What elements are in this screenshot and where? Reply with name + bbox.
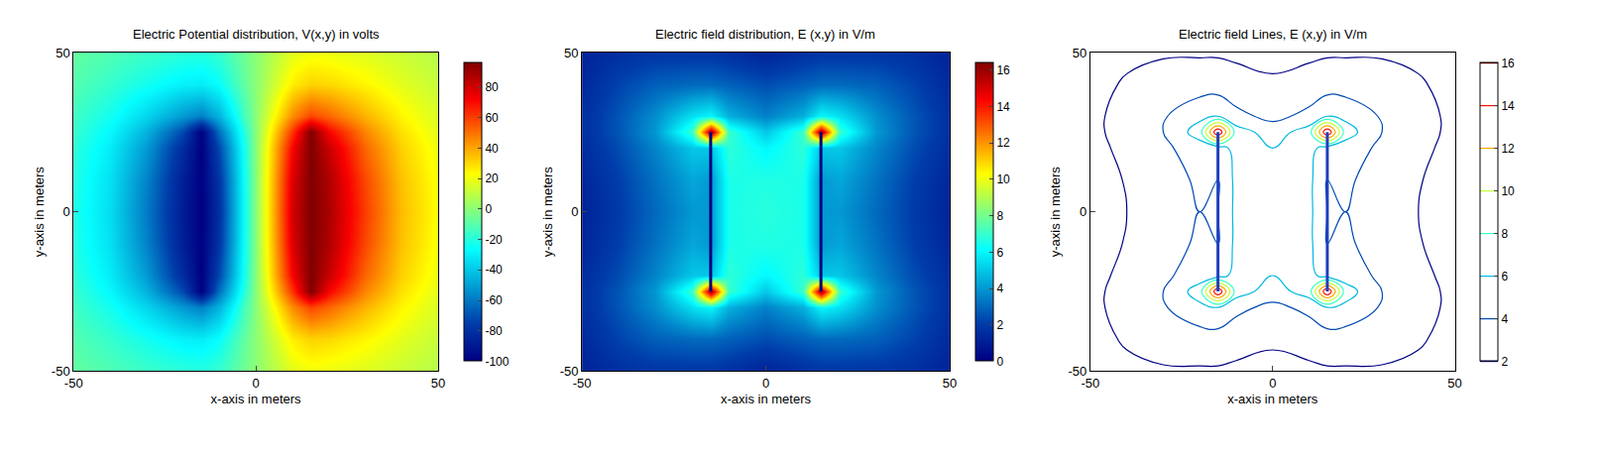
svg-text:12: 12 bbox=[996, 135, 1011, 150]
svg-text:Electric field Lines, E (x,y): Electric field Lines, E (x,y) in V/m bbox=[1178, 26, 1368, 42]
svg-text:50: 50 bbox=[1072, 45, 1087, 61]
svg-text:0: 0 bbox=[1079, 204, 1087, 220]
svg-text:-20: -20 bbox=[484, 232, 503, 247]
svg-text:Electric Potential distributio: Electric Potential distribution, V(x,y) … bbox=[132, 26, 380, 42]
svg-text:6: 6 bbox=[1500, 269, 1508, 284]
svg-text:20: 20 bbox=[484, 171, 499, 186]
svg-text:50: 50 bbox=[1447, 375, 1462, 391]
svg-text:60: 60 bbox=[484, 111, 499, 125]
svg-text:Electric field distribution, E: Electric field distribution, E (x,y) in … bbox=[655, 26, 876, 42]
svg-text:16: 16 bbox=[996, 63, 1011, 78]
svg-text:8: 8 bbox=[1500, 227, 1508, 241]
svg-text:14: 14 bbox=[996, 100, 1011, 115]
svg-text:y-axis in meters: y-axis in meters bbox=[540, 166, 556, 258]
svg-text:0: 0 bbox=[571, 204, 578, 220]
svg-text:-40: -40 bbox=[484, 262, 503, 277]
svg-text:0: 0 bbox=[1268, 375, 1276, 391]
svg-text:50: 50 bbox=[55, 45, 70, 61]
svg-text:-100: -100 bbox=[484, 354, 509, 369]
svg-text:-50: -50 bbox=[64, 375, 84, 391]
svg-text:-60: -60 bbox=[484, 293, 503, 308]
svg-text:2: 2 bbox=[996, 318, 1004, 333]
svg-text:-50: -50 bbox=[1081, 375, 1101, 391]
svg-text:x-axis in meters: x-axis in meters bbox=[720, 391, 812, 407]
svg-text:50: 50 bbox=[431, 375, 446, 391]
svg-text:4: 4 bbox=[996, 281, 1004, 296]
svg-text:-50: -50 bbox=[560, 363, 579, 379]
svg-text:0: 0 bbox=[62, 204, 70, 220]
svg-text:-50: -50 bbox=[1068, 363, 1088, 379]
svg-text:2: 2 bbox=[1500, 354, 1508, 369]
svg-text:y-axis in meters: y-axis in meters bbox=[31, 166, 47, 258]
svg-text:-80: -80 bbox=[484, 324, 503, 339]
svg-text:4: 4 bbox=[1500, 312, 1508, 327]
svg-text:80: 80 bbox=[484, 80, 499, 95]
svg-text:16: 16 bbox=[1500, 56, 1515, 71]
svg-text:x-axis in meters: x-axis in meters bbox=[1227, 391, 1319, 407]
svg-text:0: 0 bbox=[484, 202, 492, 217]
svg-text:12: 12 bbox=[1500, 141, 1515, 156]
svg-text:y-axis in meters: y-axis in meters bbox=[1047, 166, 1063, 258]
svg-text:40: 40 bbox=[484, 141, 499, 156]
svg-text:-50: -50 bbox=[51, 363, 71, 379]
svg-text:0: 0 bbox=[251, 375, 259, 391]
svg-text:6: 6 bbox=[996, 245, 1004, 260]
svg-text:14: 14 bbox=[1500, 99, 1515, 114]
svg-text:10: 10 bbox=[1500, 184, 1515, 199]
svg-text:10: 10 bbox=[996, 172, 1011, 187]
svg-text:50: 50 bbox=[942, 375, 957, 391]
svg-text:-50: -50 bbox=[572, 375, 592, 391]
svg-text:8: 8 bbox=[996, 209, 1004, 224]
svg-text:0: 0 bbox=[996, 354, 1004, 369]
svg-text:50: 50 bbox=[564, 45, 578, 61]
svg-text:0: 0 bbox=[762, 375, 770, 391]
svg-text:x-axis in meters: x-axis in meters bbox=[211, 391, 303, 407]
